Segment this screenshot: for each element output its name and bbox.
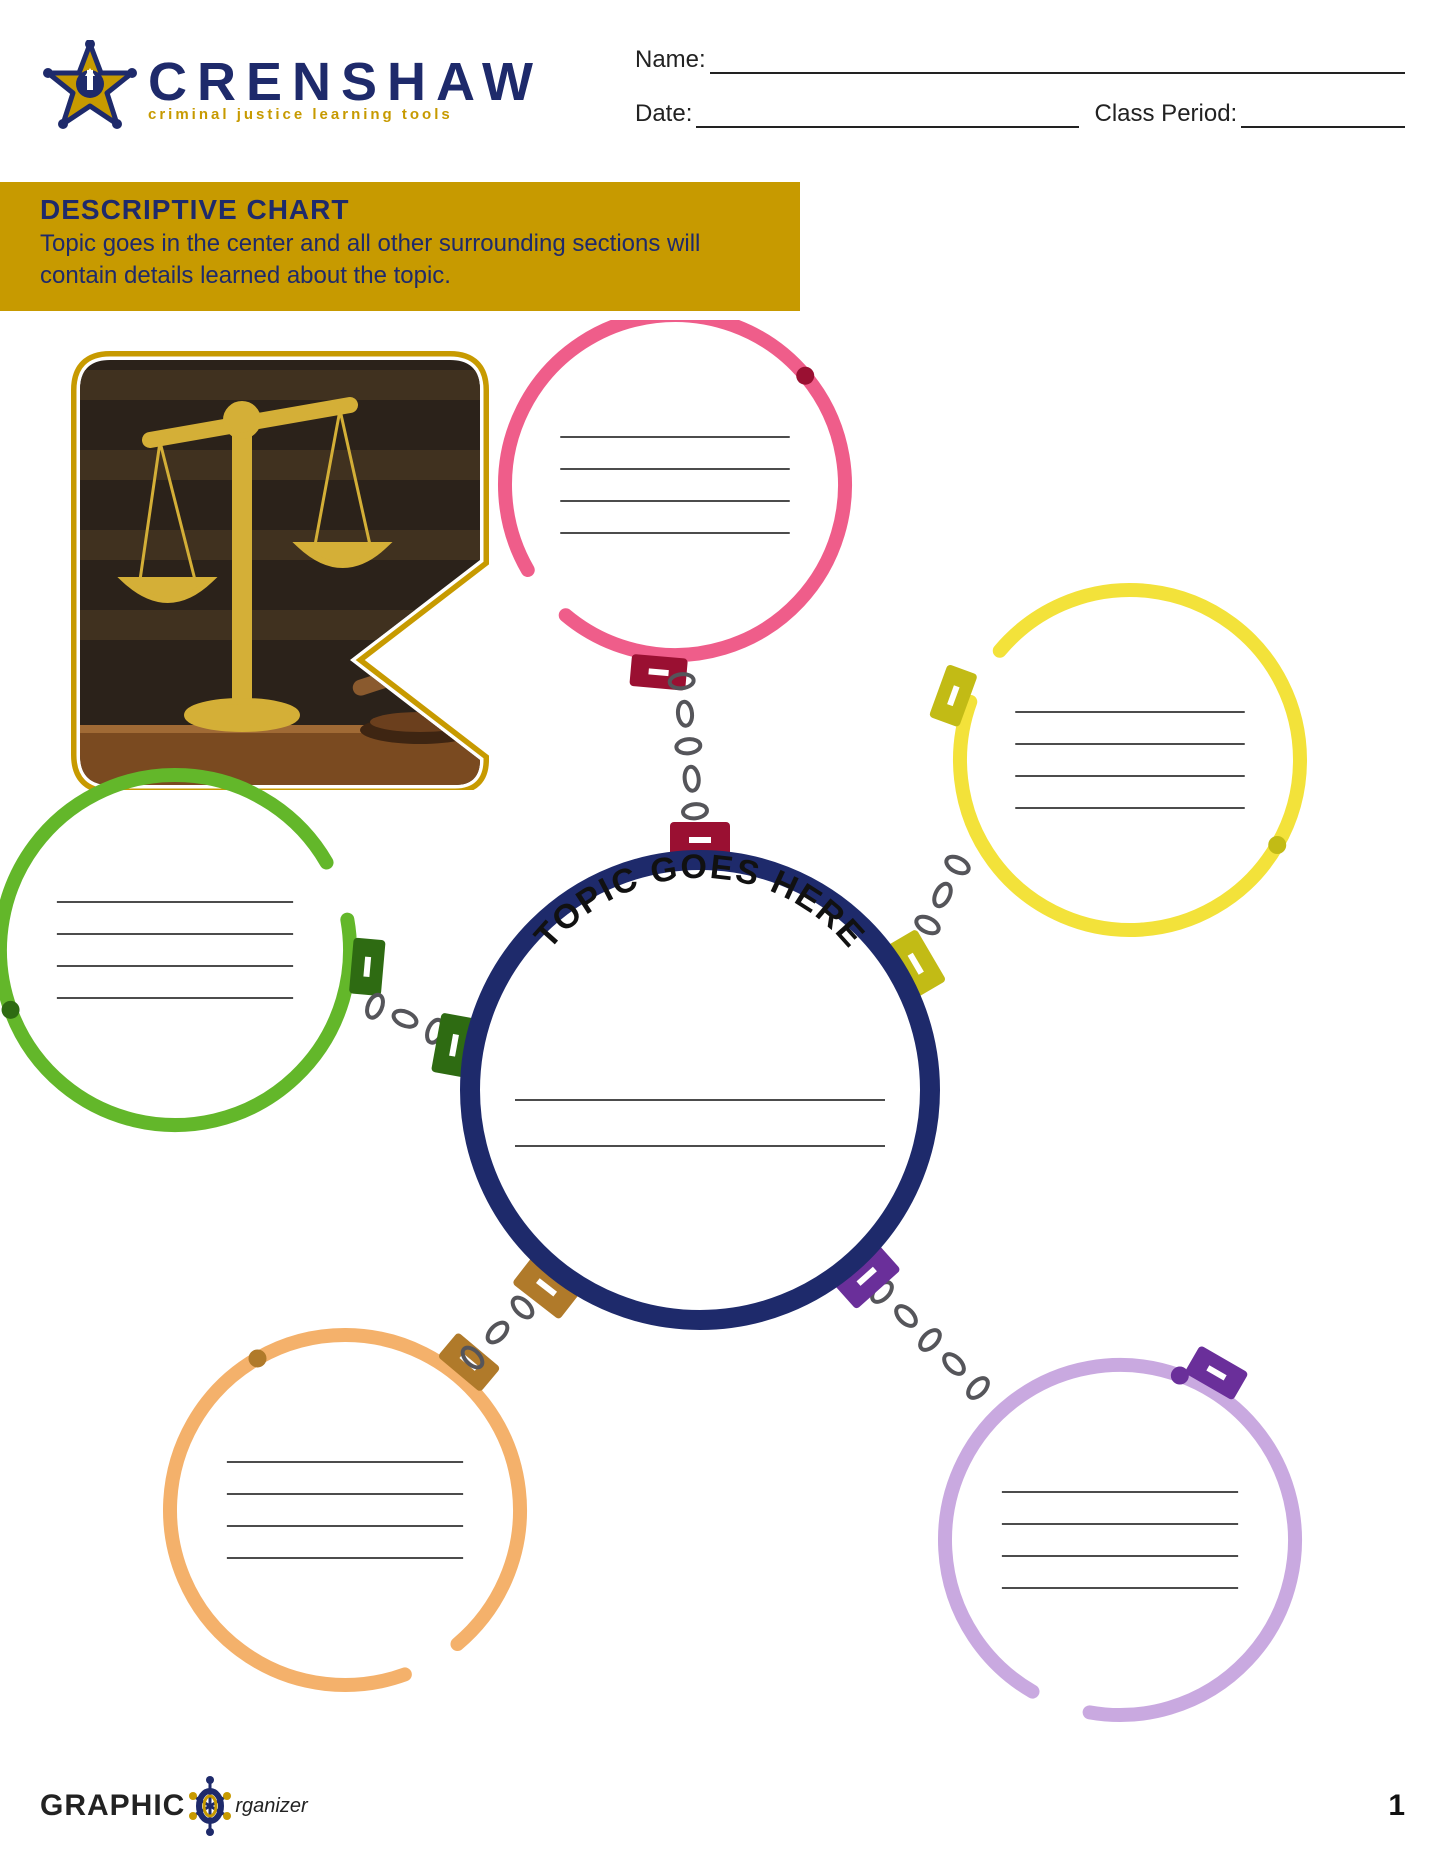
name-input-line[interactable] <box>710 50 1405 74</box>
brand-logo: CRENSHAW criminal justice learning tools <box>40 40 543 140</box>
organizer-o-icon <box>187 1776 233 1836</box>
period-label: Class Period: <box>1095 100 1238 128</box>
detail-bubble-br[interactable] <box>945 1345 1295 1715</box>
page-number: 1 <box>1388 1789 1405 1823</box>
footer-label-bold: GRAPHIC <box>40 1789 185 1823</box>
detail-bubble-top[interactable] <box>505 320 845 691</box>
date-input-line[interactable] <box>696 104 1078 128</box>
detail-bubble-right[interactable] <box>929 590 1300 930</box>
brand-name: CRENSHAW <box>148 57 543 108</box>
chart-subtitle: Topic goes in the center and all other s… <box>40 228 760 293</box>
graphic-organizer-logo: GRAPHIC rganizer <box>40 1776 308 1836</box>
student-fields: Name: Date: Class Period: <box>635 46 1405 154</box>
page-header: CRENSHAW criminal justice learning tools… <box>40 40 1405 150</box>
name-label: Name: <box>635 46 706 74</box>
footer-label-light: rganizer <box>235 1795 307 1818</box>
chain-connector <box>869 1279 992 1402</box>
page-footer: GRAPHIC rganizer 1 <box>40 1776 1405 1836</box>
detail-bubble-bl[interactable] <box>170 1332 520 1685</box>
diagram-svg: TOPIC GOES HERE <box>0 320 1445 1820</box>
descriptive-chart-diagram: TOPIC GOES HERE <box>0 320 1445 1870</box>
period-input-line[interactable] <box>1241 104 1405 128</box>
detail-bubble-left[interactable] <box>0 775 386 1125</box>
title-bar: DESCRIPTIVE CHART Topic goes in the cent… <box>0 182 800 311</box>
chart-title: DESCRIPTIVE CHART <box>40 194 760 226</box>
date-label: Date: <box>635 100 692 128</box>
sheriff-star-icon <box>40 40 140 140</box>
